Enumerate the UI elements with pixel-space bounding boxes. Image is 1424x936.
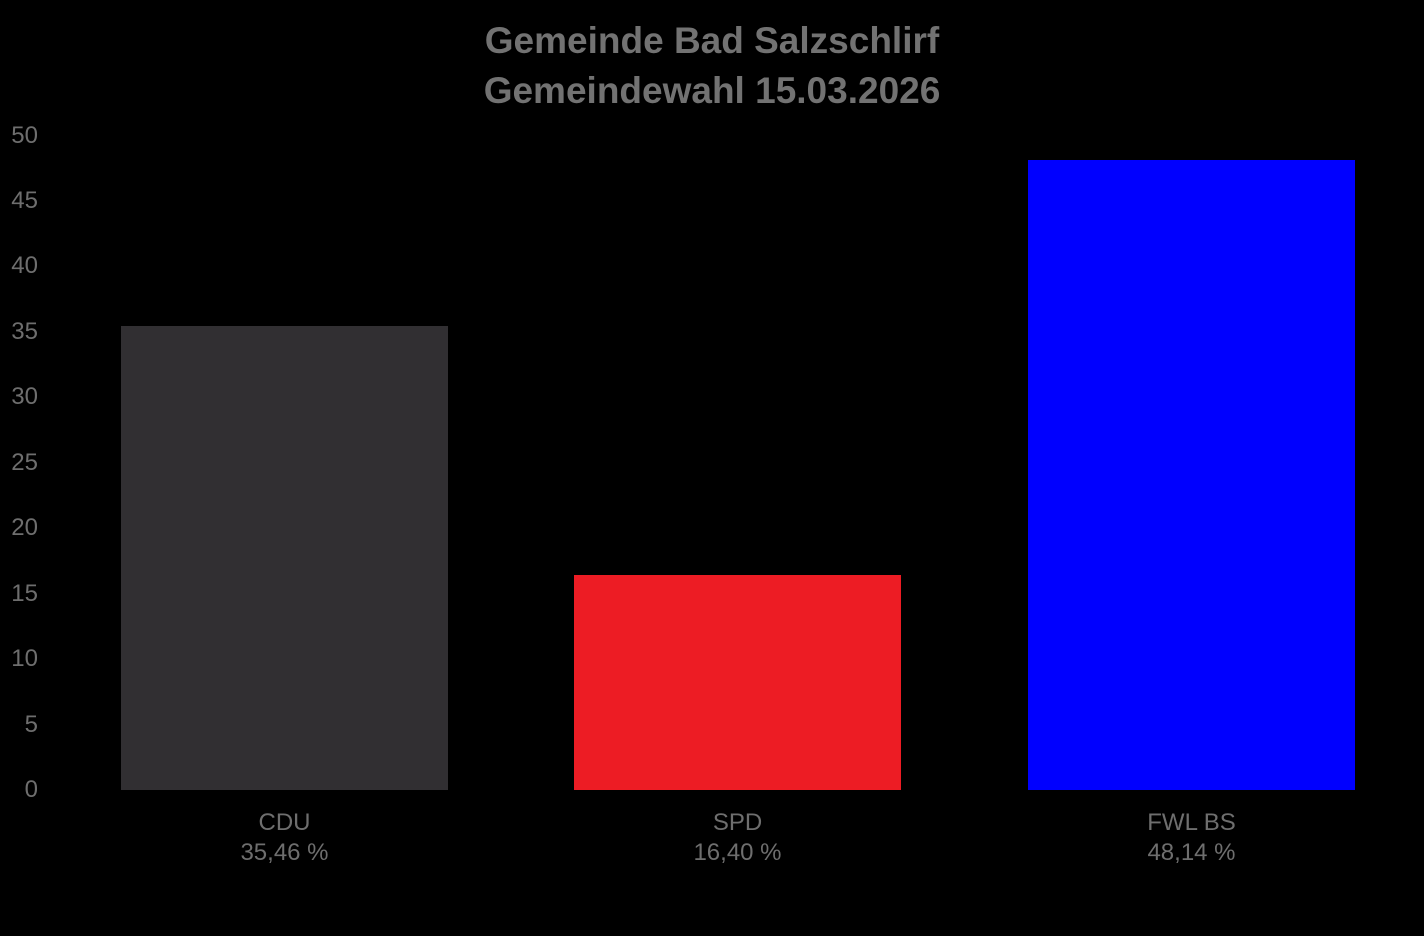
y-tick-label-25: 25 xyxy=(11,448,38,476)
bar-value-label: 48,14 % xyxy=(1147,839,1236,866)
y-tick-label-35: 35 xyxy=(11,317,38,345)
y-tick-label-0: 0 xyxy=(24,776,38,803)
y-tick-label-5: 5 xyxy=(24,710,38,738)
bar-fwl-bs xyxy=(1028,159,1355,790)
y-tick-label-10: 10 xyxy=(11,645,38,673)
y-tick-label-50: 50 xyxy=(11,121,38,149)
bar-label-spd: SPD 16,40 % xyxy=(588,808,888,868)
y-tick-label-45: 45 xyxy=(11,186,38,214)
bar-label-cdu: CDU 35,46 % xyxy=(135,808,435,868)
bar-category-label: SPD xyxy=(712,809,763,836)
bar-category-label: CDU xyxy=(258,809,311,836)
y-tick-label-15: 15 xyxy=(11,579,38,607)
y-tick-label-30: 30 xyxy=(11,383,38,411)
y-tick-label-20: 20 xyxy=(11,514,38,542)
bar-value-label: 35,46 % xyxy=(240,839,329,866)
chart-title-line1: Gemeinde Bad Salzschlirf xyxy=(484,20,940,61)
chart-title: Gemeinde Bad Salzschlirf Gemeindewahl 15… xyxy=(0,16,1424,116)
bar-category-label: FWL BS xyxy=(1147,809,1236,836)
bar-cdu xyxy=(121,325,448,790)
bar-label-fwl-bs: FWL BS 48,14 % xyxy=(1042,808,1342,868)
y-tick-label-40: 40 xyxy=(11,252,38,280)
bar-value-label: 16,40 % xyxy=(693,839,782,866)
bar-spd xyxy=(574,575,901,790)
chart-title-line2: Gemeindewahl 15.03.2026 xyxy=(483,70,941,111)
y-axis: 0 5 10 15 20 25 30 35 40 45 50 xyxy=(0,0,38,936)
